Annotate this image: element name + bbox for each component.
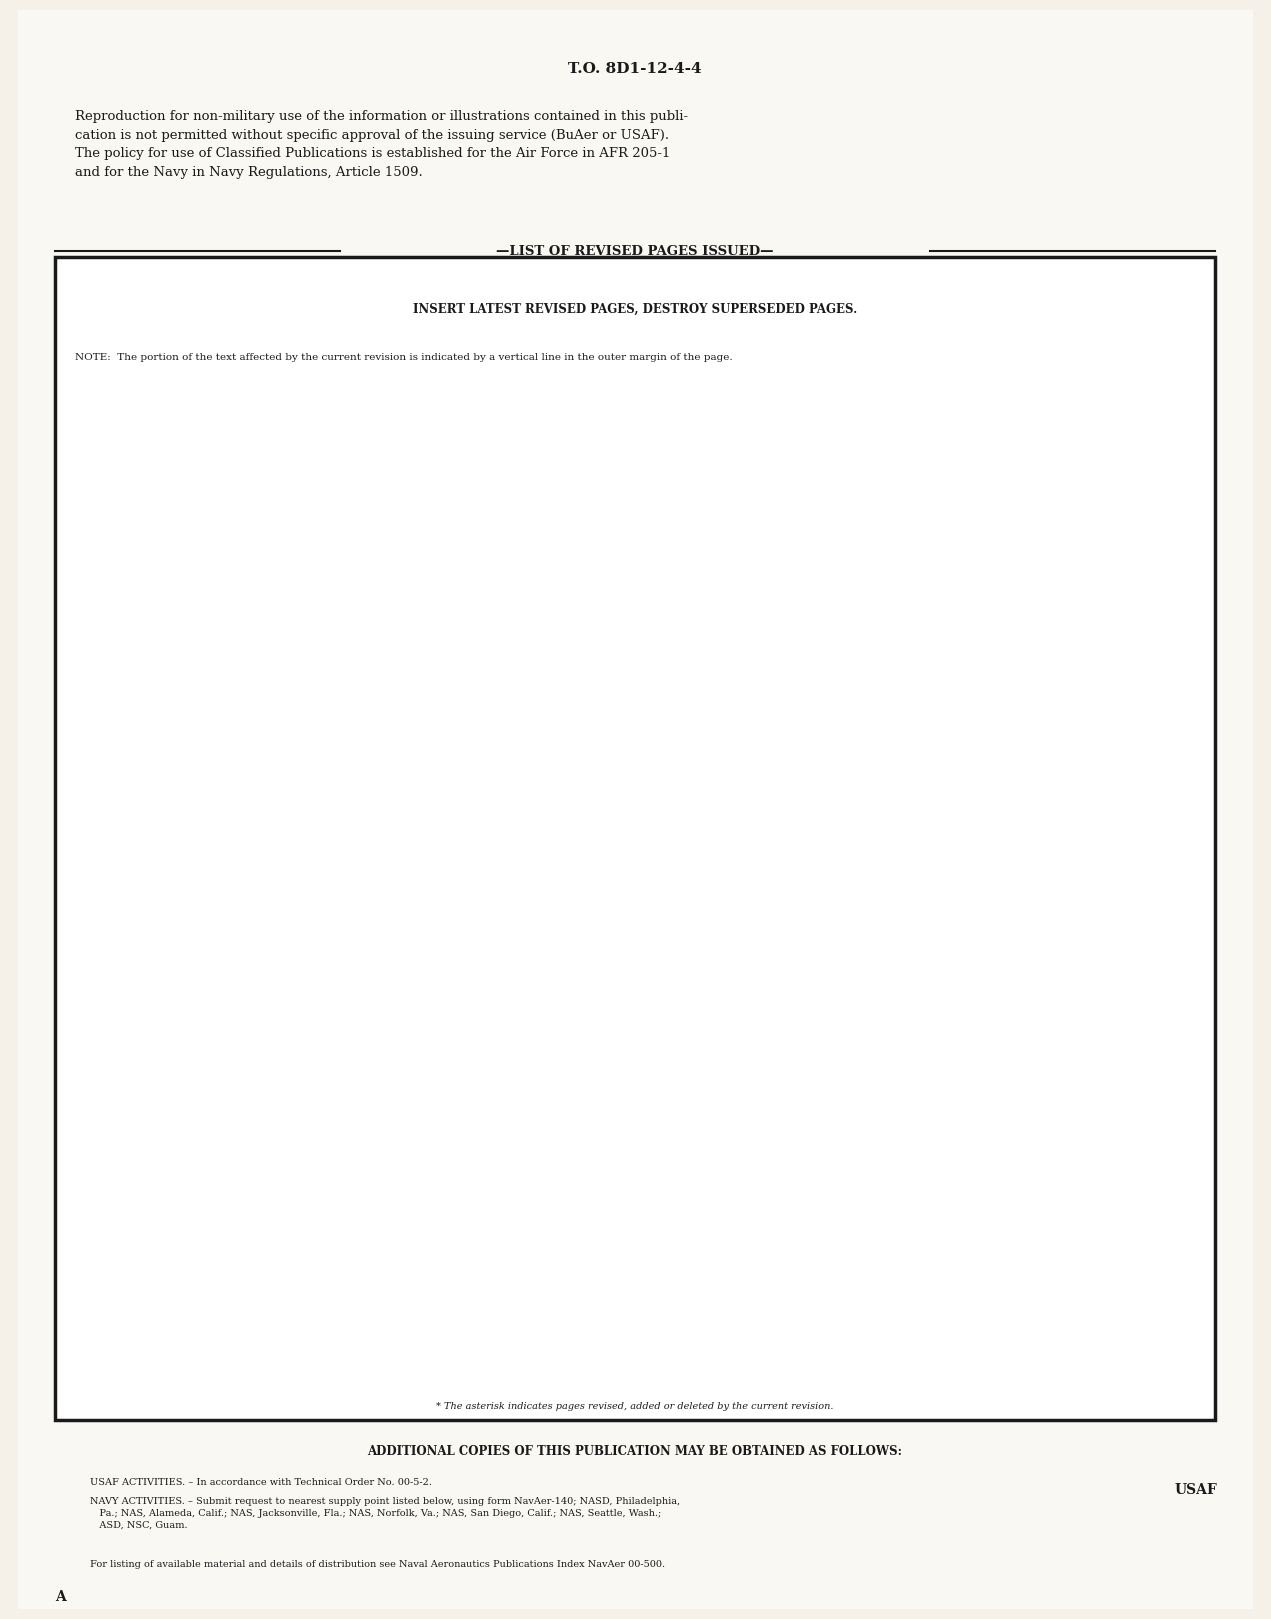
Text: Reproduction for non-military use of the information or illustrations contained : Reproduction for non-military use of the… <box>75 110 688 178</box>
Text: —LIST OF REVISED PAGES ISSUED—: —LIST OF REVISED PAGES ISSUED— <box>496 244 774 257</box>
Text: INSERT LATEST REVISED PAGES, DESTROY SUPERSEDED PAGES.: INSERT LATEST REVISED PAGES, DESTROY SUP… <box>413 303 857 316</box>
Text: USAF ACTIVITIES. – In accordance with Technical Order No. 00-5-2.: USAF ACTIVITIES. – In accordance with Te… <box>90 1478 432 1486</box>
Text: T.O. 8D1-12-4-4: T.O. 8D1-12-4-4 <box>568 62 702 76</box>
Text: For listing of available material and details of distribution see Naval Aeronaut: For listing of available material and de… <box>90 1561 665 1569</box>
Text: USAF: USAF <box>1174 1483 1218 1498</box>
Text: NOTE:  The portion of the text affected by the current revision is indicated by : NOTE: The portion of the text affected b… <box>75 353 732 363</box>
Bar <box>55 257 1215 1420</box>
Text: * The asterisk indicates pages revised, added or deleted by the current revision: * The asterisk indicates pages revised, … <box>436 1402 834 1412</box>
Text: NAVY ACTIVITIES. – Submit request to nearest supply point listed below, using fo: NAVY ACTIVITIES. – Submit request to nea… <box>90 1498 680 1530</box>
Text: A: A <box>55 1590 66 1604</box>
Text: ADDITIONAL COPIES OF THIS PUBLICATION MAY BE OBTAINED AS FOLLOWS:: ADDITIONAL COPIES OF THIS PUBLICATION MA… <box>367 1446 902 1459</box>
